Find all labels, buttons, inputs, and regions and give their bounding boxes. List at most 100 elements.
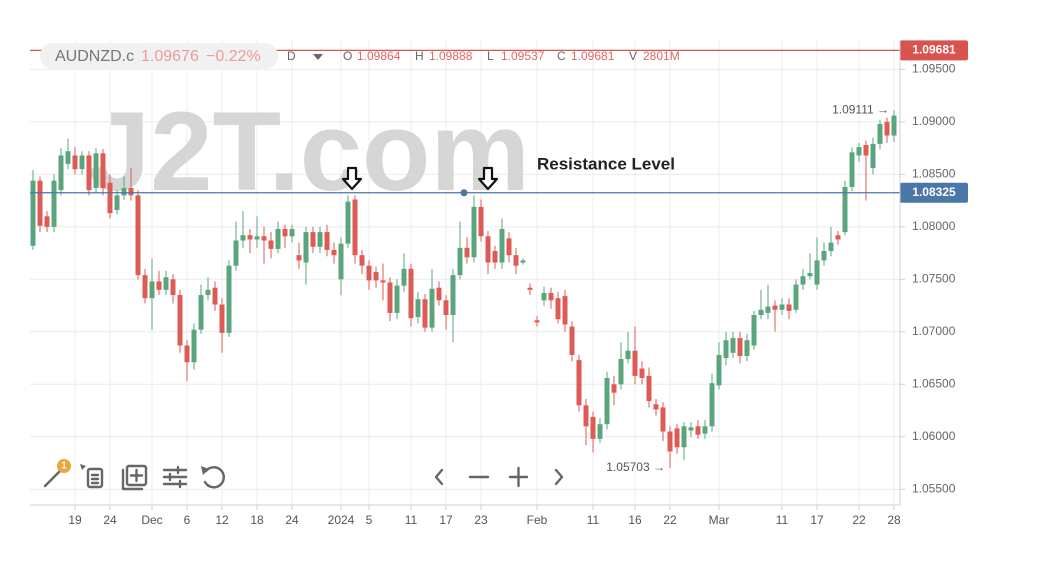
x-tick-label: Feb xyxy=(527,513,548,527)
x-tick-label: 22 xyxy=(663,513,677,527)
stat-label: L xyxy=(487,49,494,63)
stat-value: 1.09681 xyxy=(571,49,615,63)
candle-body xyxy=(590,416,596,439)
candle-body xyxy=(772,305,778,310)
undo-icon[interactable] xyxy=(203,466,225,489)
stat-label: C xyxy=(557,49,566,63)
candle-body xyxy=(856,147,862,156)
candle-body xyxy=(408,268,414,319)
candle-body xyxy=(212,287,218,305)
stat-value: 1.09864 xyxy=(357,49,401,63)
nav-right[interactable] xyxy=(554,468,564,486)
candle-body xyxy=(415,299,421,318)
candle-body xyxy=(401,268,407,286)
candle-body xyxy=(520,260,526,263)
candle-body xyxy=(135,195,141,276)
candle-body xyxy=(688,427,694,431)
price-label: 1.09681 xyxy=(912,43,956,57)
zoom-in[interactable] xyxy=(508,466,529,488)
candle-body xyxy=(877,123,883,144)
badge xyxy=(57,459,71,473)
timeframe[interactable]: D xyxy=(287,49,296,63)
candle-body xyxy=(625,350,631,360)
x-tick-label: 17 xyxy=(810,513,824,527)
candle-body xyxy=(814,260,820,285)
candle-body xyxy=(177,295,183,346)
line-handle xyxy=(460,189,468,197)
add-indicator-icon[interactable] xyxy=(125,464,148,487)
x-tick-label: 16 xyxy=(628,513,642,527)
settings-icon[interactable] xyxy=(162,468,188,486)
x-tick-label: 24 xyxy=(103,513,117,527)
candles xyxy=(30,110,897,468)
candle-body xyxy=(282,228,288,237)
y-tick-label: 1.09000 xyxy=(912,114,956,128)
candle-body xyxy=(499,228,505,263)
candle-body xyxy=(331,249,337,256)
stat-value: 1.09888 xyxy=(429,49,473,63)
candle-body xyxy=(793,284,799,310)
nav-left[interactable] xyxy=(434,468,444,486)
candle-body xyxy=(303,232,309,263)
x-tick-label: 11 xyxy=(587,513,600,527)
list-lines xyxy=(90,473,100,485)
candle-body xyxy=(296,255,302,261)
candle-body xyxy=(37,180,43,226)
candle-body xyxy=(65,151,71,164)
candle-body xyxy=(317,232,323,247)
y-tick-label: 1.06000 xyxy=(912,429,956,443)
candle-body xyxy=(660,407,666,432)
candle-body xyxy=(492,250,498,263)
candle-body xyxy=(121,188,127,196)
candle-body xyxy=(429,288,435,328)
candle-body xyxy=(653,404,659,410)
candle-body xyxy=(786,304,792,311)
y-tick-label: 1.09500 xyxy=(912,62,956,76)
candle-body xyxy=(751,315,757,346)
candle-body xyxy=(737,338,743,356)
x-tick-label: 2024 xyxy=(328,513,355,527)
candle-body xyxy=(51,180,57,227)
x-tick-label: 22 xyxy=(852,513,866,527)
candle-body xyxy=(191,329,197,363)
candle-body xyxy=(170,279,176,296)
y-tick-label: 1.08500 xyxy=(912,167,956,181)
overlay: 1.09681 1.08325 1.09111 → 1.05703 → xyxy=(30,40,968,474)
candle-body xyxy=(884,121,890,136)
x-tick-label: 28 xyxy=(887,513,901,527)
candle-body xyxy=(219,304,225,333)
candle-body xyxy=(562,296,568,325)
candle-body xyxy=(779,304,785,310)
stat-value: 2801M xyxy=(643,49,680,63)
candle-body xyxy=(163,277,169,290)
candle-body xyxy=(275,228,281,249)
marker-arrow xyxy=(477,166,499,191)
candle-body xyxy=(618,359,624,385)
x-tick-label: 18 xyxy=(250,513,264,527)
candle-body xyxy=(730,338,736,353)
candle-body xyxy=(527,287,533,290)
stat-label: V xyxy=(629,49,637,63)
candle-body xyxy=(604,377,610,425)
candle-body xyxy=(443,300,449,316)
candle-body xyxy=(107,182,113,214)
candle-body xyxy=(184,345,190,363)
candle-body xyxy=(205,289,211,296)
candle-body xyxy=(464,247,470,258)
list-icon[interactable] xyxy=(86,467,104,489)
symbol: AUDNZD.c xyxy=(55,48,134,65)
pencil-icon[interactable] xyxy=(43,469,62,488)
candle-body xyxy=(506,238,512,256)
candle-body xyxy=(667,431,673,452)
timeframe-caret[interactable] xyxy=(313,54,323,60)
y-tick-label: 1.07500 xyxy=(912,271,956,285)
candle-body xyxy=(79,155,85,170)
candle-body xyxy=(555,298,561,320)
candle-body xyxy=(233,240,239,266)
x-tick-label: 5 xyxy=(366,513,373,527)
candle-body xyxy=(345,201,351,244)
candle-body xyxy=(870,143,876,169)
extreme-label: 1.09111 → xyxy=(832,102,889,116)
